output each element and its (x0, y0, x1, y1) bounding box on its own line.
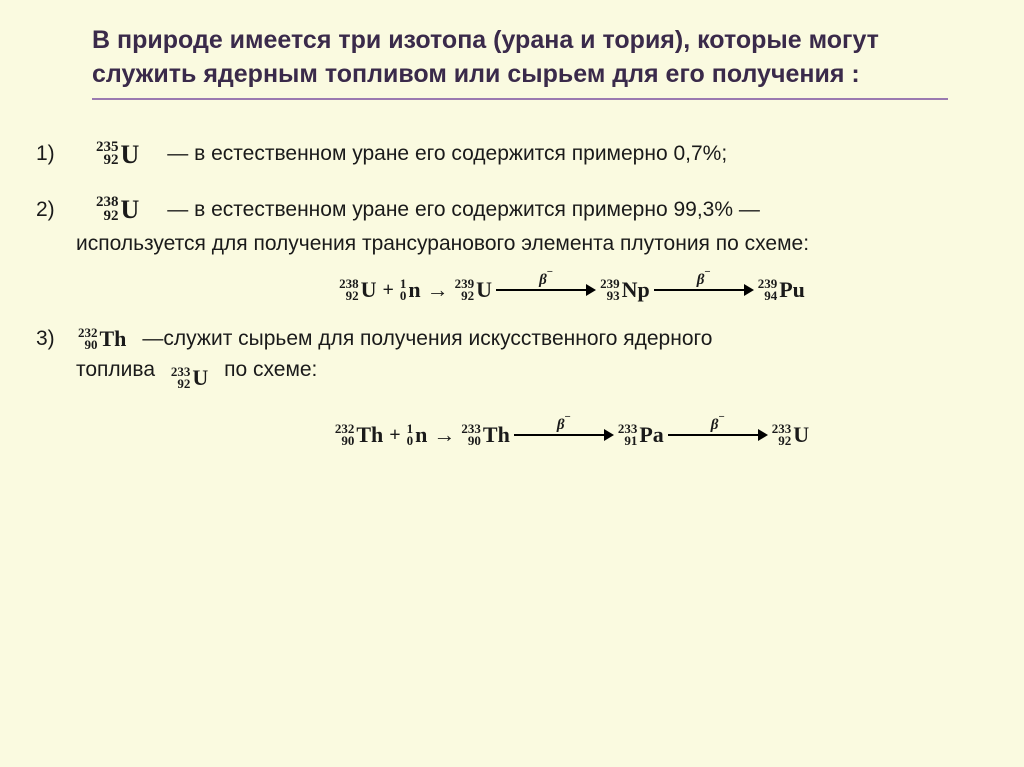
atomic-number: 92 (104, 210, 119, 224)
element-symbol: Pa (639, 422, 663, 448)
product-pu239: 239 94 Pu (758, 277, 805, 303)
beta-sup: − (547, 266, 553, 278)
isotope-u238: 238 92 U (96, 191, 139, 229)
product-u239: 239 92 U (455, 277, 492, 303)
atomic-number: 93 (607, 290, 620, 302)
atomic-number: 92 (177, 378, 190, 390)
beta-decay-arrow: β− (496, 278, 596, 302)
item-text: — в естественном уране его содержится пр… (167, 139, 727, 169)
reactant-th232: 232 90 Th (335, 422, 383, 448)
element-symbol: U (121, 191, 140, 229)
product-th233: 233 90 Th (461, 422, 509, 448)
element-symbol: n (408, 277, 420, 303)
beta-decay-arrow: β− (654, 278, 754, 302)
product-u233: 233 92 U (772, 422, 809, 448)
atomic-number: 90 (85, 339, 98, 351)
isotope-u235: 235 92 U (96, 136, 139, 174)
atomic-number: 92 (461, 290, 474, 302)
beta-sup: − (718, 411, 724, 423)
item-text: по схеме: (224, 358, 317, 381)
element-symbol: U (476, 277, 492, 303)
arrow-icon: → (429, 422, 459, 448)
element-symbol: Np (622, 277, 650, 303)
atomic-number: 92 (346, 290, 359, 302)
atomic-number: 90 (341, 435, 354, 447)
beta-label: β (557, 417, 565, 433)
element-symbol: n (415, 422, 427, 448)
reactant-neutron: 1 0 n (407, 422, 428, 448)
atomic-number: 0 (407, 435, 414, 447)
atomic-number: 91 (624, 435, 637, 447)
element-symbol: U (793, 422, 809, 448)
beta-label: β (539, 272, 547, 288)
beta-label: β (697, 272, 705, 288)
product-pa233: 233 91 Pa (618, 422, 664, 448)
reactant-u238: 238 92 U (339, 277, 376, 303)
atomic-number: 92 (104, 154, 119, 168)
element-symbol: Pu (779, 277, 805, 303)
beta-label: β (711, 417, 719, 433)
list-item-3: 3) 232 90 Th —служит сырьем для получени… (36, 323, 988, 394)
reaction-chain-plutonium: 238 92 U + 1 0 n → 239 92 U β− 239 93 Np… (156, 277, 988, 303)
atomic-number: 92 (778, 435, 791, 447)
element-symbol: U (121, 136, 140, 174)
item-number: 1) (36, 139, 68, 169)
atomic-number: 90 (468, 435, 481, 447)
element-symbol: Th (356, 422, 383, 448)
element-symbol: U (361, 277, 377, 303)
plus-sign: + (385, 424, 404, 447)
beta-decay-arrow: β− (668, 423, 768, 447)
reaction-chain-u233: 232 90 Th + 1 0 n → 233 90 Th β− 233 91 … (156, 422, 988, 448)
slide-title: В природе имеется три изотопа (урана и т… (92, 24, 948, 100)
list-item-1: 1) 235 92 U — в естественном уране его с… (36, 136, 988, 174)
item-text-continuation: используется для получения трансурановог… (76, 229, 988, 259)
isotope-u233: 233 92 U (171, 362, 208, 394)
arrow-icon: → (423, 277, 453, 303)
element-symbol: U (192, 362, 208, 394)
item-text: —служит сырьем для получения искусственн… (142, 324, 712, 354)
product-np239: 239 93 Np (600, 277, 650, 303)
item-number: 2) (36, 195, 68, 225)
list-item-2: 2) 238 92 U — в естественном уране его с… (36, 191, 988, 259)
item-number: 3) (36, 324, 68, 354)
beta-sup: − (565, 411, 571, 423)
beta-sup: − (704, 266, 710, 278)
isotope-th232: 232 90 Th (78, 323, 126, 355)
element-symbol: Th (483, 422, 510, 448)
item-text: — в естественном уране его содержится пр… (167, 195, 760, 225)
atomic-number: 0 (400, 290, 407, 302)
item-text: топлива (76, 358, 155, 381)
plus-sign: + (379, 279, 398, 302)
beta-decay-arrow: β− (514, 423, 614, 447)
reactant-neutron: 1 0 n (400, 277, 421, 303)
element-symbol: Th (100, 323, 127, 355)
atomic-number: 94 (764, 290, 777, 302)
